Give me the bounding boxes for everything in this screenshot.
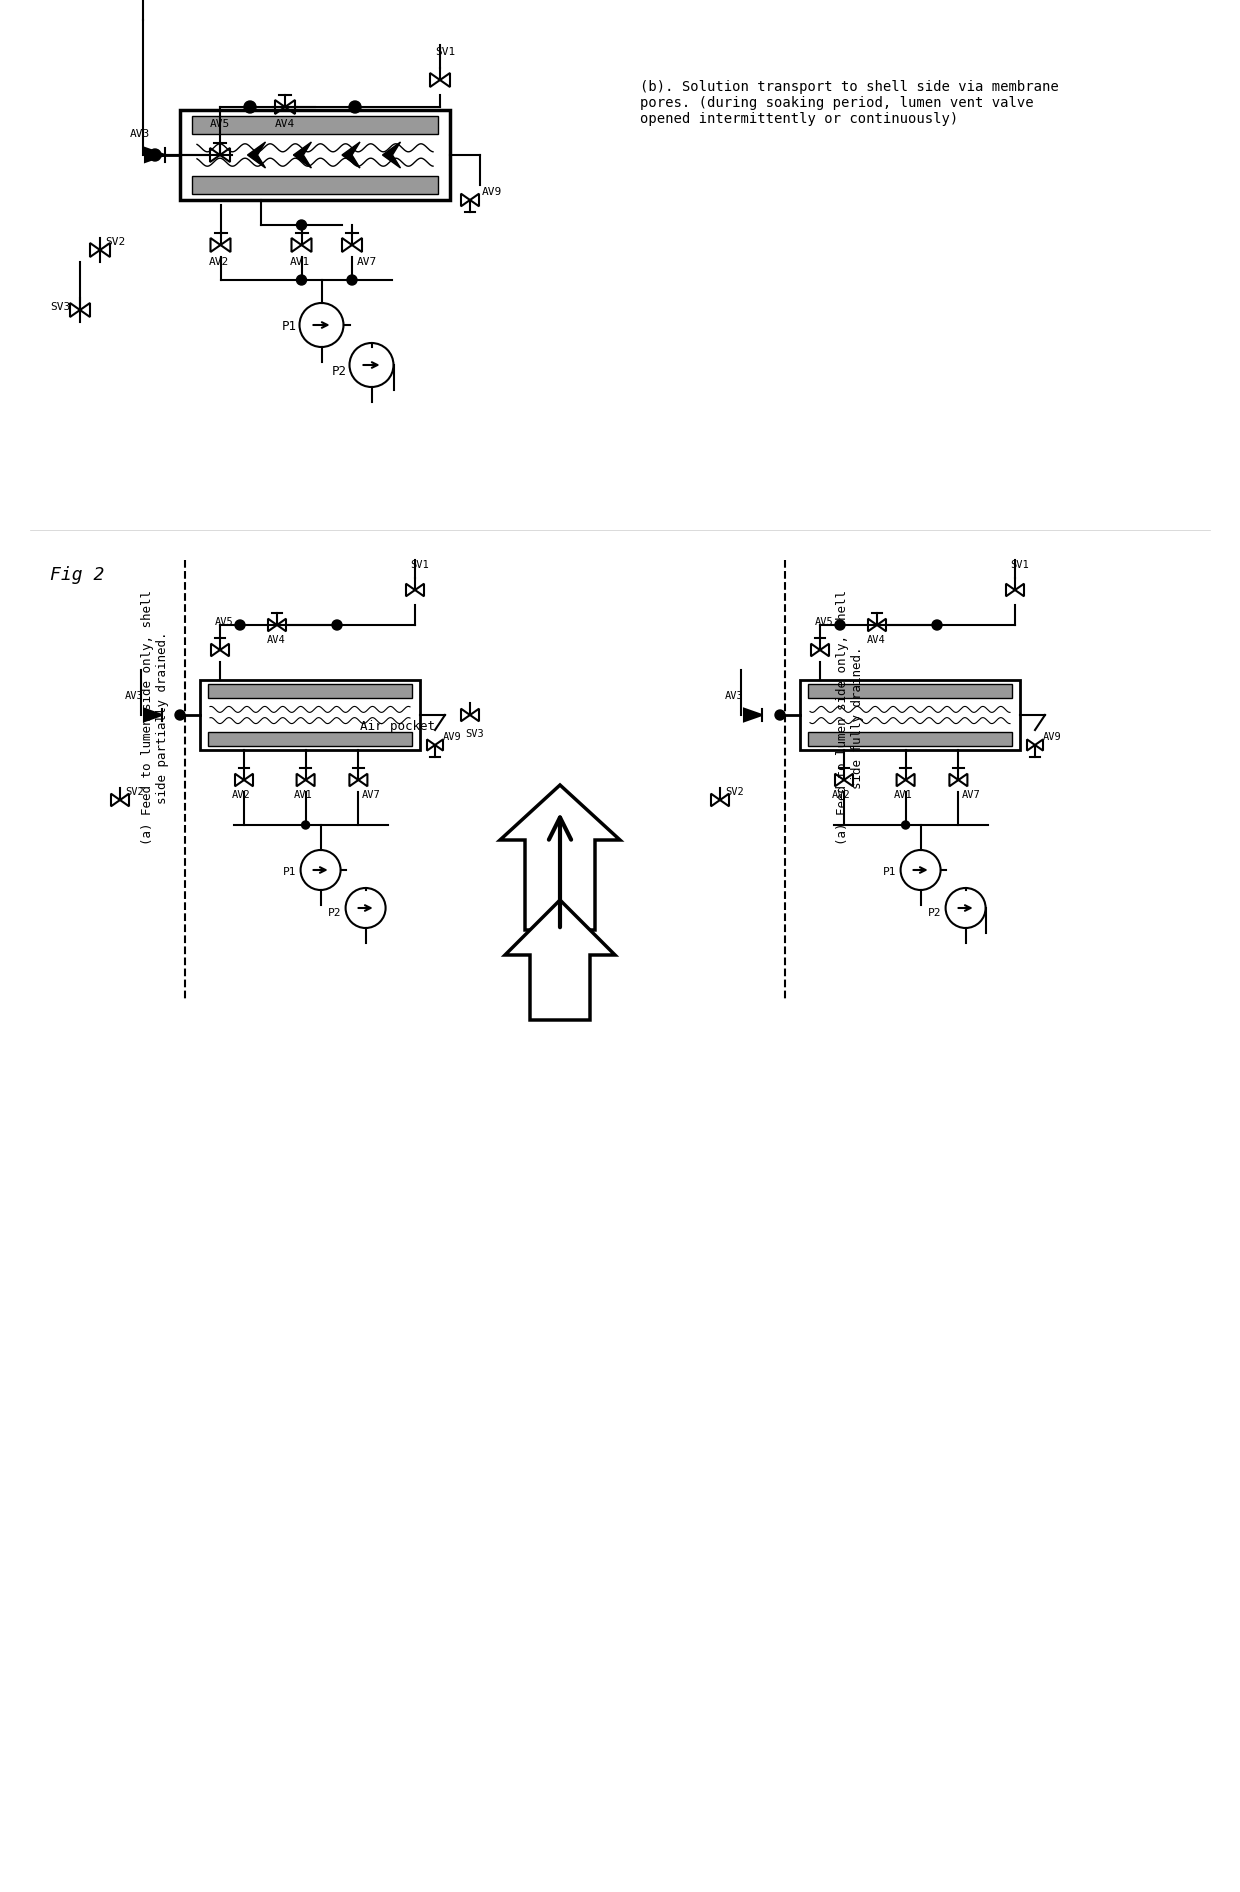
Polygon shape (744, 710, 763, 721)
Polygon shape (500, 785, 620, 931)
Bar (192, 115, 438, 134)
Circle shape (347, 274, 357, 286)
Text: SV3: SV3 (50, 303, 71, 312)
Text: AV2: AV2 (208, 257, 228, 267)
Text: P2: P2 (331, 365, 346, 378)
Polygon shape (145, 148, 165, 163)
Text: AV7: AV7 (357, 257, 377, 267)
Bar (208, 732, 412, 745)
Text: AV4: AV4 (275, 119, 295, 129)
Text: SV1: SV1 (1011, 560, 1029, 569)
Polygon shape (144, 710, 162, 721)
Text: (b). Solution transport to shell side via membrane
pores. (during soaking period: (b). Solution transport to shell side vi… (640, 79, 1059, 127)
Circle shape (301, 821, 310, 829)
Bar (200, 679, 420, 749)
Circle shape (296, 274, 306, 286)
Circle shape (244, 100, 255, 114)
Text: AV5: AV5 (815, 617, 833, 626)
Text: Fig 2: Fig 2 (50, 566, 104, 585)
Text: AV9: AV9 (443, 732, 461, 742)
Bar (208, 685, 412, 698)
Text: AV2: AV2 (232, 791, 250, 800)
Circle shape (775, 710, 785, 721)
Circle shape (348, 100, 361, 114)
Text: P1: P1 (283, 867, 296, 878)
Bar (808, 685, 1012, 698)
Bar (192, 176, 438, 195)
Polygon shape (294, 142, 311, 168)
Circle shape (932, 621, 942, 630)
Bar (180, 110, 450, 201)
Text: SV1: SV1 (435, 47, 455, 57)
Text: AV4: AV4 (267, 636, 285, 645)
Circle shape (901, 821, 910, 829)
Text: AV3: AV3 (130, 129, 150, 138)
Text: SV2: SV2 (125, 787, 144, 797)
Text: (a) Feed to lumen side only, shell
side fully drained.: (a) Feed to lumen side only, shell side … (836, 590, 864, 846)
Bar (808, 732, 1012, 745)
Text: AV1: AV1 (289, 257, 310, 267)
Polygon shape (248, 142, 265, 168)
Text: AV5: AV5 (210, 119, 231, 129)
Circle shape (296, 219, 306, 231)
Text: AV2: AV2 (832, 791, 851, 800)
Text: P1: P1 (883, 867, 897, 878)
Text: AV3: AV3 (725, 691, 744, 702)
Text: AV3: AV3 (125, 691, 144, 702)
Circle shape (149, 149, 161, 161)
Text: SV2: SV2 (105, 236, 125, 248)
Polygon shape (505, 901, 615, 1020)
Polygon shape (342, 142, 360, 168)
Text: P2: P2 (327, 908, 341, 918)
Text: SV2: SV2 (725, 787, 744, 797)
Text: AV9: AV9 (1043, 732, 1061, 742)
Text: AV1: AV1 (294, 791, 312, 800)
Polygon shape (382, 142, 401, 168)
Text: AV7: AV7 (361, 791, 381, 800)
Text: (a) Feed to lumen side only, shell
side partially drained.: (a) Feed to lumen side only, shell side … (141, 590, 169, 846)
Text: SV1: SV1 (410, 560, 429, 569)
Text: AV9: AV9 (482, 187, 502, 197)
Circle shape (236, 621, 246, 630)
Text: P2: P2 (928, 908, 941, 918)
Text: AV5: AV5 (215, 617, 234, 626)
Bar (800, 679, 1021, 749)
Text: P1: P1 (281, 320, 296, 333)
Text: SV3: SV3 (465, 728, 484, 740)
Text: AV4: AV4 (867, 636, 885, 645)
Circle shape (835, 621, 844, 630)
Text: Air pocket: Air pocket (360, 721, 435, 732)
Text: AV1: AV1 (894, 791, 913, 800)
Text: AV7: AV7 (961, 791, 980, 800)
Circle shape (332, 621, 342, 630)
Circle shape (175, 710, 185, 721)
